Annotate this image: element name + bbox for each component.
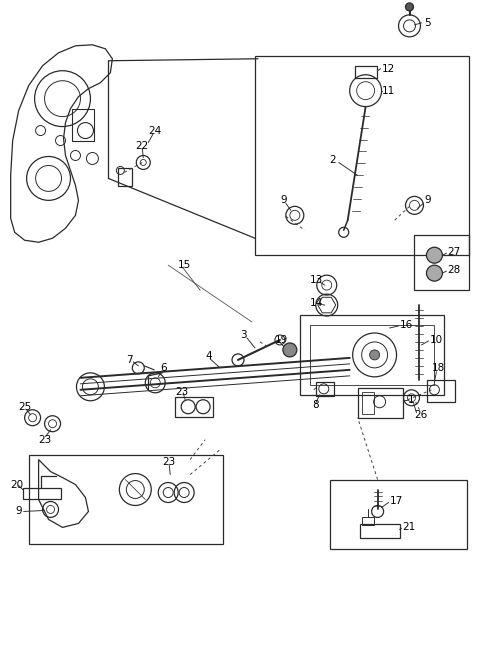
- Circle shape: [406, 3, 413, 11]
- Text: 21: 21: [403, 523, 416, 532]
- Text: 12: 12: [382, 64, 395, 74]
- Text: 17: 17: [390, 497, 403, 506]
- Text: 4: 4: [205, 351, 212, 361]
- Text: 22: 22: [135, 141, 148, 151]
- Text: 3: 3: [240, 330, 247, 340]
- Text: 7: 7: [126, 355, 133, 365]
- Text: 27: 27: [447, 247, 461, 257]
- Bar: [358, 388, 403, 418]
- Text: 26: 26: [415, 410, 428, 420]
- Text: 10: 10: [430, 335, 443, 345]
- Bar: [300, 315, 444, 395]
- Circle shape: [426, 247, 443, 263]
- Bar: [428, 380, 456, 402]
- Text: 13: 13: [310, 275, 323, 285]
- Text: 9: 9: [280, 195, 287, 205]
- Text: 15: 15: [178, 260, 192, 270]
- Text: 23: 23: [175, 387, 189, 397]
- Bar: [415, 235, 469, 290]
- Text: 16: 16: [399, 320, 413, 330]
- Bar: [361, 517, 373, 525]
- Text: 24: 24: [148, 125, 161, 136]
- Text: 9: 9: [424, 195, 431, 205]
- Bar: [310, 325, 434, 385]
- Bar: [360, 525, 399, 538]
- Bar: [175, 397, 213, 417]
- Circle shape: [370, 350, 380, 360]
- Text: 18: 18: [432, 363, 444, 373]
- Bar: [119, 169, 132, 187]
- Text: 23: 23: [162, 457, 176, 466]
- Bar: [72, 109, 95, 141]
- Text: 5: 5: [424, 18, 431, 28]
- Text: 14: 14: [310, 298, 323, 308]
- Bar: [316, 382, 334, 396]
- Text: 19: 19: [275, 335, 288, 345]
- Text: 23: 23: [38, 435, 52, 444]
- Text: 2: 2: [330, 156, 336, 165]
- Bar: [355, 66, 377, 78]
- Circle shape: [283, 343, 297, 357]
- Text: 6: 6: [160, 363, 167, 373]
- Text: 25: 25: [19, 402, 32, 412]
- Text: 8: 8: [312, 400, 318, 410]
- Bar: [23, 488, 60, 499]
- Text: 20: 20: [11, 479, 24, 490]
- Text: 28: 28: [447, 265, 461, 275]
- Text: 1: 1: [408, 395, 414, 405]
- Bar: [255, 56, 469, 255]
- Text: 11: 11: [382, 86, 395, 96]
- Bar: [29, 455, 223, 545]
- Circle shape: [426, 265, 443, 281]
- Bar: [330, 479, 468, 549]
- Text: 9: 9: [16, 506, 22, 516]
- Bar: [361, 392, 373, 413]
